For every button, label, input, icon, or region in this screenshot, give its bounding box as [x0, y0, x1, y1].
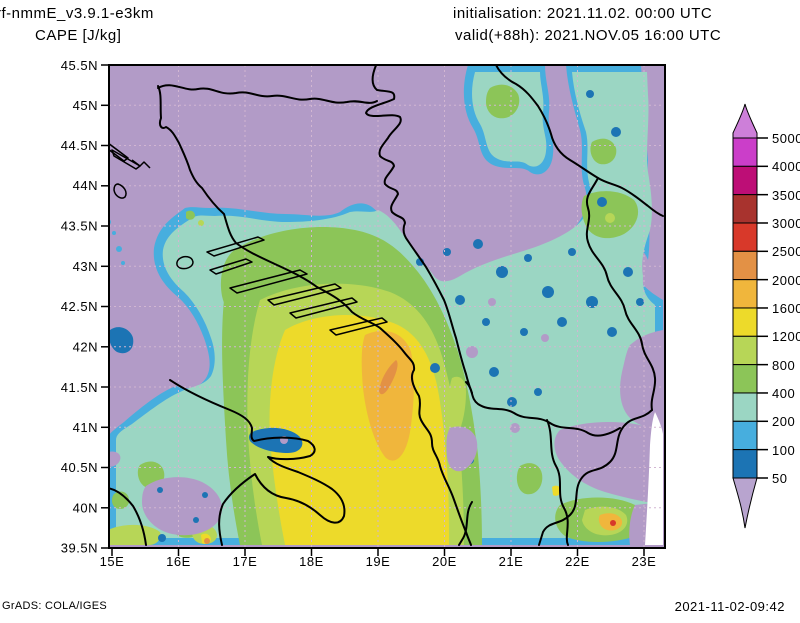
colorbar-top-tip [732, 103, 758, 139]
lat-label: 41.5N [61, 380, 98, 395]
valid-time-label: valid(+88h): 2021.NOV.05 16:00 UTC [455, 27, 722, 44]
coastline-dalmatia [157, 85, 472, 546]
lon-label: 20E [432, 554, 457, 569]
domain-edge-sliver [645, 412, 663, 545]
coastline-italy-west [109, 487, 147, 546]
lat-label: 40.5N [61, 460, 98, 475]
colorbar-label: 1200 [772, 329, 800, 344]
coastline-italy [169, 379, 346, 546]
colorbar-label: 50 [772, 471, 787, 486]
colorbar-label: 200 [772, 414, 795, 429]
lon-label: 21E [499, 554, 524, 569]
colorbar-label: 400 [772, 386, 795, 401]
lon-label: 22E [565, 554, 590, 569]
colorbar-label: 2500 [772, 244, 800, 259]
border-mid-horizontal [465, 381, 621, 437]
border-albania-macedonia [546, 419, 569, 546]
colorbar-label: 100 [772, 443, 795, 458]
lon-label: 19E [366, 554, 391, 569]
lon-label: 17E [233, 554, 258, 569]
border-north [157, 84, 378, 104]
lat-label: 43N [73, 259, 98, 274]
lat-label: 42N [73, 340, 98, 355]
lon-label: 15E [100, 554, 125, 569]
lat-label: 45N [73, 98, 98, 113]
lat-label: 44.5N [61, 138, 98, 153]
border-serbia [585, 177, 657, 411]
colorbar-label: 3500 [772, 188, 800, 203]
lat-label: 42.5N [61, 299, 98, 314]
border-albania-greece [458, 501, 473, 546]
lat-label: 40N [73, 501, 98, 516]
colorbar-bottom-tip [732, 477, 758, 529]
axis-ticks [101, 64, 645, 556]
colorbar-label: 1600 [772, 301, 800, 316]
model-title: rf-nmmE_v3.9.1-e3km [0, 5, 154, 22]
lon-label: 16E [166, 554, 191, 569]
field-level-2000 [204, 360, 616, 544]
lat-label: 43.5N [61, 219, 98, 234]
lon-axis-labels: 15E 16E 17E 18E 19E 20E 21E 22E 23E [100, 554, 657, 569]
lon-label: 23E [632, 554, 657, 569]
border-drina [365, 65, 473, 394]
colorbar-label: 3000 [772, 216, 800, 231]
map-frame: 45.5N 45N 44.5N 44N 43.5N 43N 42.5N 42N … [61, 58, 666, 569]
cape-field [109, 65, 665, 548]
lat-axis-labels: 45.5N 45N 44.5N 44N 43.5N 43N 42.5N 42N … [61, 58, 98, 556]
field-level-2500-spot [610, 520, 616, 526]
lat-label: 45.5N [61, 58, 98, 73]
colorbar-label: 2000 [772, 273, 800, 288]
lat-label: 39.5N [61, 541, 98, 556]
init-time-label: initialisation: 2021.11.02. 00:00 UTC [453, 5, 713, 22]
colorbar-ticks [757, 137, 768, 479]
graticule [109, 65, 665, 548]
colorbar-labels: 5000 4000 3500 3000 2500 2000 1600 1200 … [772, 131, 800, 486]
border-southeast [538, 409, 653, 546]
colorbar-label: 800 [772, 358, 795, 373]
border-northeast [494, 65, 664, 217]
colorbar-label: 5000 [772, 131, 800, 146]
colorbar-segments [732, 137, 758, 479]
variable-title: CAPE [J/kg] [35, 27, 122, 44]
lat-label: 41N [73, 420, 98, 435]
grads-credit: GrADS: COLA/IGES [2, 600, 108, 612]
colorbar-label: 4000 [772, 159, 800, 174]
lat-label: 44N [73, 178, 98, 193]
coastlines-borders [109, 65, 664, 546]
colorbar: 5000 4000 3500 3000 2500 2000 1600 1200 … [732, 103, 800, 529]
creation-timestamp: 2021-11-02-09:42 [674, 599, 785, 614]
lon-label: 18E [299, 554, 324, 569]
adriatic-islands [109, 142, 388, 336]
